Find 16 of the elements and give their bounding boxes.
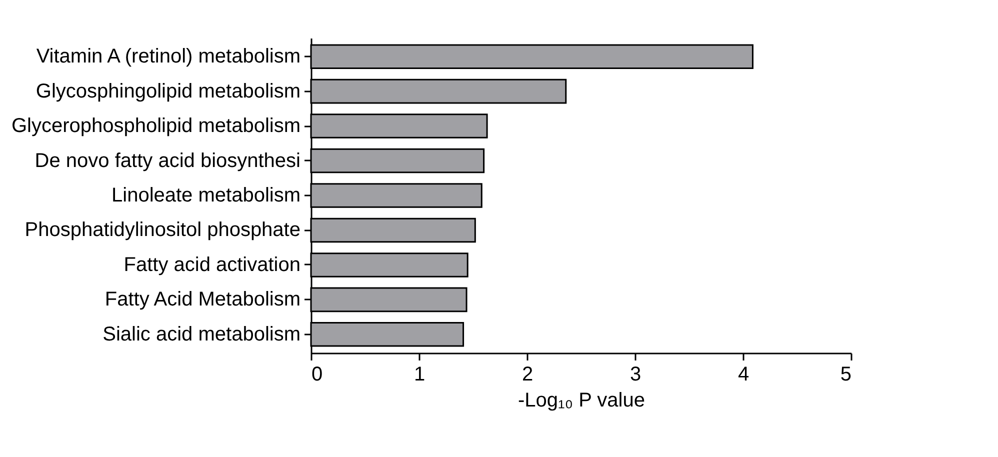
x-axis-title: -Log₁₀ P value — [518, 390, 645, 412]
y-tick-label: Glycosphingolipid metabolism — [36, 80, 300, 102]
y-tick-label: Vitamin A (retinol) metabolism — [36, 46, 300, 68]
x-tick-label: 3 — [630, 364, 642, 386]
y-tick-label: Glycerophospholipid metabolism — [11, 115, 300, 138]
x-tick-label: 0 — [312, 364, 323, 386]
y-tick-label: Phosphatidylinositol phosphate — [24, 219, 300, 242]
y-tick-label: Fatty acid activation — [124, 254, 300, 276]
x-tick-label: 4 — [738, 364, 750, 386]
x-tick-label: 5 — [840, 364, 852, 386]
y-tick-label: De novo fatty acid biosynthesi — [34, 150, 300, 172]
y-tick-label: Fatty Acid Metabolism — [104, 288, 300, 311]
x-tick-label: 1 — [414, 364, 426, 386]
y-tick-label: Sialic acid metabolism — [102, 323, 300, 346]
y-tick-label: Linoleate metabolism — [112, 184, 300, 206]
x-tick-label: 2 — [522, 364, 534, 386]
